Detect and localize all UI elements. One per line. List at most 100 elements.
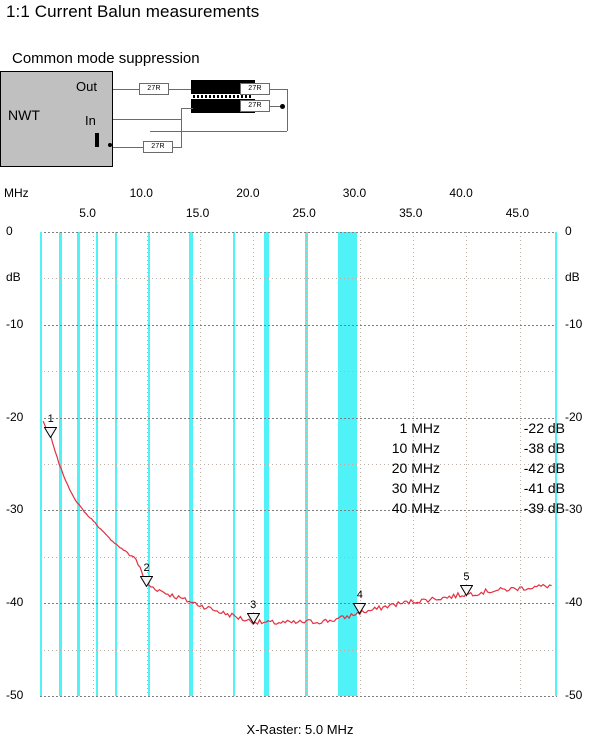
resistor-r4: 27R [143, 141, 173, 153]
readout-frequency: 30 MHz [391, 480, 440, 496]
gridline-h-45 [40, 649, 557, 651]
marker-triangle-icon-2 [139, 574, 154, 588]
chart-subtitle: Common mode suppression [12, 50, 200, 67]
resistor-r1: 27R [139, 83, 169, 95]
marker-3[interactable]: 3 [246, 598, 261, 625]
wire-r4-to-in [173, 147, 182, 148]
page-title: 1:1 Current Balun measurements [6, 2, 260, 21]
x-tick-top-30.0: 30.0 [342, 186, 367, 200]
gridline-h-5 [40, 278, 557, 280]
readout-row: 30 MHz -41 dB [345, 478, 565, 498]
readout-frequency: 20 MHz [391, 460, 440, 476]
gridline-h-20 [40, 417, 557, 419]
measurement-chart: MHz X-Raster: 5.0 MHz 1 2 3 4 5 10.0 20.0 30.0 4… [0, 186, 600, 741]
transformer-core-bottom [191, 99, 255, 113]
gridline-h-40 [40, 603, 557, 605]
x-tick-bottom-45.0: 45.0 [505, 206, 530, 220]
plot-frame-right [555, 232, 557, 696]
gridline-h-0 [40, 232, 557, 233]
gridline-h-35 [40, 556, 557, 558]
x-tick-bottom-15.0: 15.0 [185, 206, 210, 220]
y-tick-left--20: -20 [6, 409, 24, 424]
nwt-label: NWT [8, 107, 40, 123]
resistor-r2: 27R [240, 83, 270, 95]
port-out-label: Out [76, 79, 97, 94]
marker-4[interactable]: 4 [352, 589, 367, 615]
transformer-core-top [191, 80, 255, 94]
gridline-h-30 [40, 510, 557, 512]
wire-return [150, 131, 287, 132]
y-tick-right--20: -20 [565, 409, 583, 424]
x-tick-top-20.0: 20.0 [236, 186, 260, 200]
y-tick-left-0: 0 [6, 224, 13, 238]
plot-frame-left [40, 232, 42, 696]
wire-r2-to-node [270, 89, 288, 90]
port-ground-icon [95, 133, 99, 147]
marker-5[interactable]: 5 [459, 571, 474, 597]
gridline-h-15 [40, 371, 557, 373]
marker-label-2: 2 [143, 561, 150, 574]
y-tick-right--10: -10 [565, 316, 583, 331]
marker-1[interactable]: 1 [43, 413, 58, 439]
marker-triangle-icon-1 [43, 425, 58, 439]
wire-in-mid [153, 119, 181, 120]
port-in-label: In [85, 113, 96, 128]
readout-value: -42 dB [523, 460, 565, 476]
x-tick-bottom-5.0: 5.0 [79, 206, 96, 220]
wire-in-up [181, 108, 182, 120]
marker-label-4: 4 [356, 589, 363, 602]
readout-row: 10 MHz -38 dB [345, 438, 565, 458]
ground-junction-dot [108, 143, 112, 147]
y-tick-left--30: -30 [6, 502, 24, 517]
gridline-h-50 [40, 696, 557, 697]
nwt-analyzer-box [0, 71, 113, 167]
gridline-h-25 [40, 464, 557, 465]
readout-frequency: 1 MHz [399, 420, 440, 436]
marker-triangle-icon-5 [459, 583, 474, 597]
y-tick-right--40: -40 [565, 595, 583, 610]
transformer-winding [193, 95, 253, 98]
y-axis-unit-right: dB [565, 270, 580, 285]
output-junction-dot [280, 104, 285, 109]
plot-area [40, 232, 557, 697]
readout-frequency: 40 MHz [391, 500, 440, 516]
wire-right-rail [287, 89, 288, 107]
y-axis-unit-left: dB [6, 270, 21, 285]
wire-r1-to-core [169, 89, 191, 90]
marker-label-3: 3 [250, 598, 257, 611]
readout-value: -39 dB [523, 500, 565, 516]
x-tick-top-10.0: 10.0 [129, 186, 153, 200]
readout-row: 1 MHz -22 dB [345, 418, 565, 438]
readout-value: -41 dB [523, 480, 565, 496]
wire-in-to-core2 [181, 108, 193, 109]
wire-out-to-r1 [113, 89, 139, 90]
wire-in-down [181, 119, 182, 147]
readout-row: 40 MHz -39 dB [345, 498, 565, 518]
y-tick-left--50: -50 [6, 688, 24, 702]
gridline-h-10 [40, 324, 557, 326]
y-tick-left--10: -10 [6, 316, 24, 331]
marker-triangle-icon-4 [352, 601, 367, 615]
wire-right-down [287, 107, 288, 131]
y-tick-right-0: 0 [565, 224, 572, 238]
readout-row: 20 MHz -42 dB [345, 458, 565, 478]
x-tick-top-40.0: 40.0 [449, 186, 473, 200]
x-tick-bottom-25.0: 25.0 [292, 206, 316, 220]
marker-triangle-icon-3 [246, 611, 261, 625]
marker-2[interactable]: 2 [139, 561, 154, 588]
resistor-r3: 27R [240, 100, 270, 112]
wire-gnd-to-r4 [113, 147, 143, 148]
marker-label-1: 1 [47, 413, 54, 426]
trace-svg [42, 420, 552, 626]
wire-r3-to-node [270, 106, 282, 107]
wire-in-to-junction [113, 119, 153, 120]
y-tick-right--50: -50 [565, 688, 583, 702]
x-raster-label: X-Raster: 5.0 MHz [246, 722, 354, 737]
circuit-diagram: NWT Out In 27R 27R 27R 27R [0, 71, 300, 167]
readout-table: 1 MHz -22 dB 10 MHz -38 dB 20 MHz -42 dB 30 MH… [345, 418, 565, 518]
readout-frequency: 10 MHz [391, 440, 440, 456]
y-tick-right--30: -30 [565, 502, 583, 517]
readout-value: -38 dB [523, 440, 565, 456]
y-tick-left--40: -40 [6, 595, 24, 610]
x-axis-unit-label: MHz [4, 186, 29, 200]
